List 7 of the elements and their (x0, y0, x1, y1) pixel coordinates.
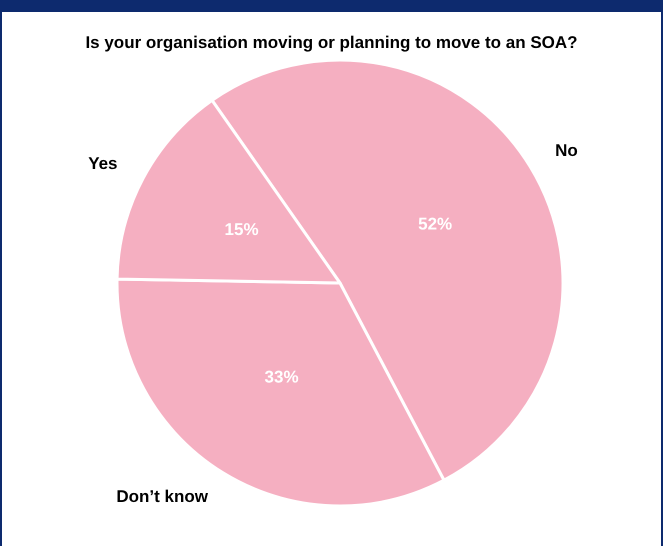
chart-title: Is your organisation moving or planning to move to an SOA? (85, 33, 578, 52)
slice-label: Don’t know (116, 487, 209, 506)
slice-label: Yes (88, 154, 118, 174)
data-label: 15% (224, 220, 259, 240)
data-label: 33% (264, 367, 299, 386)
data-label: 52% (418, 214, 452, 234)
slice-label: No (555, 141, 578, 160)
